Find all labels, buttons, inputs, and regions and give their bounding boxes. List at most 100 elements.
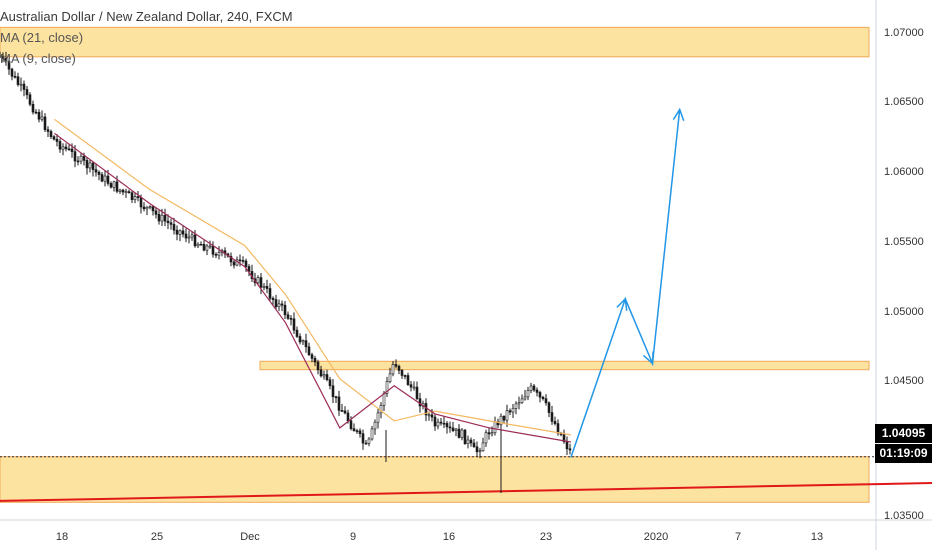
candle-body bbox=[388, 373, 392, 382]
candle-body bbox=[451, 427, 455, 431]
candle-body bbox=[364, 442, 368, 445]
candle-body bbox=[439, 421, 443, 424]
candle-body bbox=[481, 442, 485, 452]
time-tick-label: 2020 bbox=[644, 531, 668, 543]
candle-body bbox=[397, 365, 401, 371]
time-tick-label: 9 bbox=[350, 531, 356, 543]
projection-arrowhead bbox=[642, 351, 654, 365]
price-tick-label: 1.04500 bbox=[884, 375, 924, 387]
candle-body bbox=[0, 55, 2, 58]
price-tick-label: 1.05000 bbox=[884, 306, 924, 318]
candle-body bbox=[346, 412, 350, 422]
candle-body bbox=[403, 375, 407, 377]
candle-body bbox=[94, 169, 98, 173]
candle-body bbox=[538, 392, 542, 398]
candle-body bbox=[193, 234, 197, 247]
candle-body bbox=[565, 441, 569, 450]
candle-body bbox=[151, 206, 155, 212]
candle-body bbox=[373, 421, 377, 430]
candle-body bbox=[262, 285, 266, 288]
candle-body bbox=[244, 260, 248, 267]
candle-body bbox=[190, 234, 194, 238]
candle-body bbox=[106, 175, 110, 184]
candle-body bbox=[553, 421, 557, 424]
legend-ma-9: MA (9, close) bbox=[0, 51, 76, 66]
candle-body bbox=[475, 446, 479, 453]
candle-body bbox=[376, 412, 380, 423]
candle-body bbox=[292, 318, 296, 331]
candle-body bbox=[91, 162, 95, 170]
candle-body bbox=[457, 428, 461, 438]
candle-body bbox=[172, 224, 176, 231]
candle-body bbox=[487, 432, 491, 435]
candle-body bbox=[472, 442, 476, 448]
candle-body bbox=[445, 423, 449, 428]
candle-body bbox=[436, 421, 440, 427]
candle-body bbox=[43, 116, 47, 130]
price-tick-label: 1.07000 bbox=[884, 27, 924, 39]
candle-body bbox=[529, 385, 533, 391]
candle-body bbox=[355, 430, 359, 432]
candle-body bbox=[10, 68, 14, 77]
candle-body bbox=[97, 171, 101, 175]
price-tick-label: 1.06000 bbox=[884, 166, 924, 178]
candle-body bbox=[124, 191, 128, 193]
candle-body bbox=[88, 162, 92, 169]
candle-body bbox=[25, 89, 29, 96]
candle-body bbox=[391, 364, 395, 375]
candle-body bbox=[70, 148, 74, 152]
candle-body bbox=[163, 214, 167, 222]
candle-body bbox=[181, 230, 185, 235]
candle-body bbox=[562, 434, 566, 442]
candle-body bbox=[49, 131, 53, 137]
candle-body bbox=[349, 420, 353, 429]
candle-body bbox=[298, 336, 302, 343]
time-tick-label: 25 bbox=[151, 531, 163, 543]
candle-body bbox=[241, 260, 245, 262]
candle-body bbox=[502, 415, 506, 421]
candle-body bbox=[424, 403, 428, 416]
candle-body bbox=[367, 438, 371, 444]
candle-body bbox=[556, 423, 560, 434]
candle-body bbox=[31, 103, 35, 113]
candle-body bbox=[409, 384, 413, 388]
time-tick-label: 23 bbox=[540, 531, 552, 543]
candle-body bbox=[325, 374, 329, 381]
candle-body bbox=[214, 254, 218, 256]
price-zone bbox=[0, 456, 870, 503]
candle-body bbox=[406, 375, 410, 385]
candle-body bbox=[328, 379, 332, 387]
candle-body bbox=[268, 288, 272, 299]
candle-body bbox=[400, 370, 404, 376]
candle-body bbox=[169, 222, 173, 225]
candle-body bbox=[28, 94, 32, 105]
ma-9-line bbox=[54, 132, 572, 443]
candle-body bbox=[64, 146, 68, 150]
trendline bbox=[0, 482, 932, 502]
candle-body bbox=[316, 361, 320, 371]
candle-body bbox=[313, 358, 317, 363]
candle-body bbox=[205, 245, 209, 251]
candle-body bbox=[505, 410, 509, 421]
candle-body bbox=[40, 116, 44, 120]
candle-body bbox=[154, 210, 158, 215]
candle-body bbox=[115, 181, 119, 192]
candle-body bbox=[121, 189, 125, 193]
time-tick-label: 7 bbox=[735, 531, 741, 543]
candle-body bbox=[568, 448, 572, 451]
candle-body bbox=[382, 393, 386, 406]
candle-body bbox=[484, 432, 488, 444]
price-tick-label: 1.03500 bbox=[884, 510, 924, 522]
candle-body bbox=[112, 181, 116, 188]
candle-body bbox=[265, 285, 269, 289]
candle-body bbox=[136, 196, 140, 198]
candle-body bbox=[304, 340, 308, 348]
candle-body bbox=[274, 299, 278, 308]
candle-body bbox=[85, 160, 89, 169]
candle-body bbox=[478, 450, 482, 453]
candle-body bbox=[334, 396, 338, 399]
candle-body bbox=[55, 138, 59, 142]
candle-body bbox=[157, 214, 161, 222]
